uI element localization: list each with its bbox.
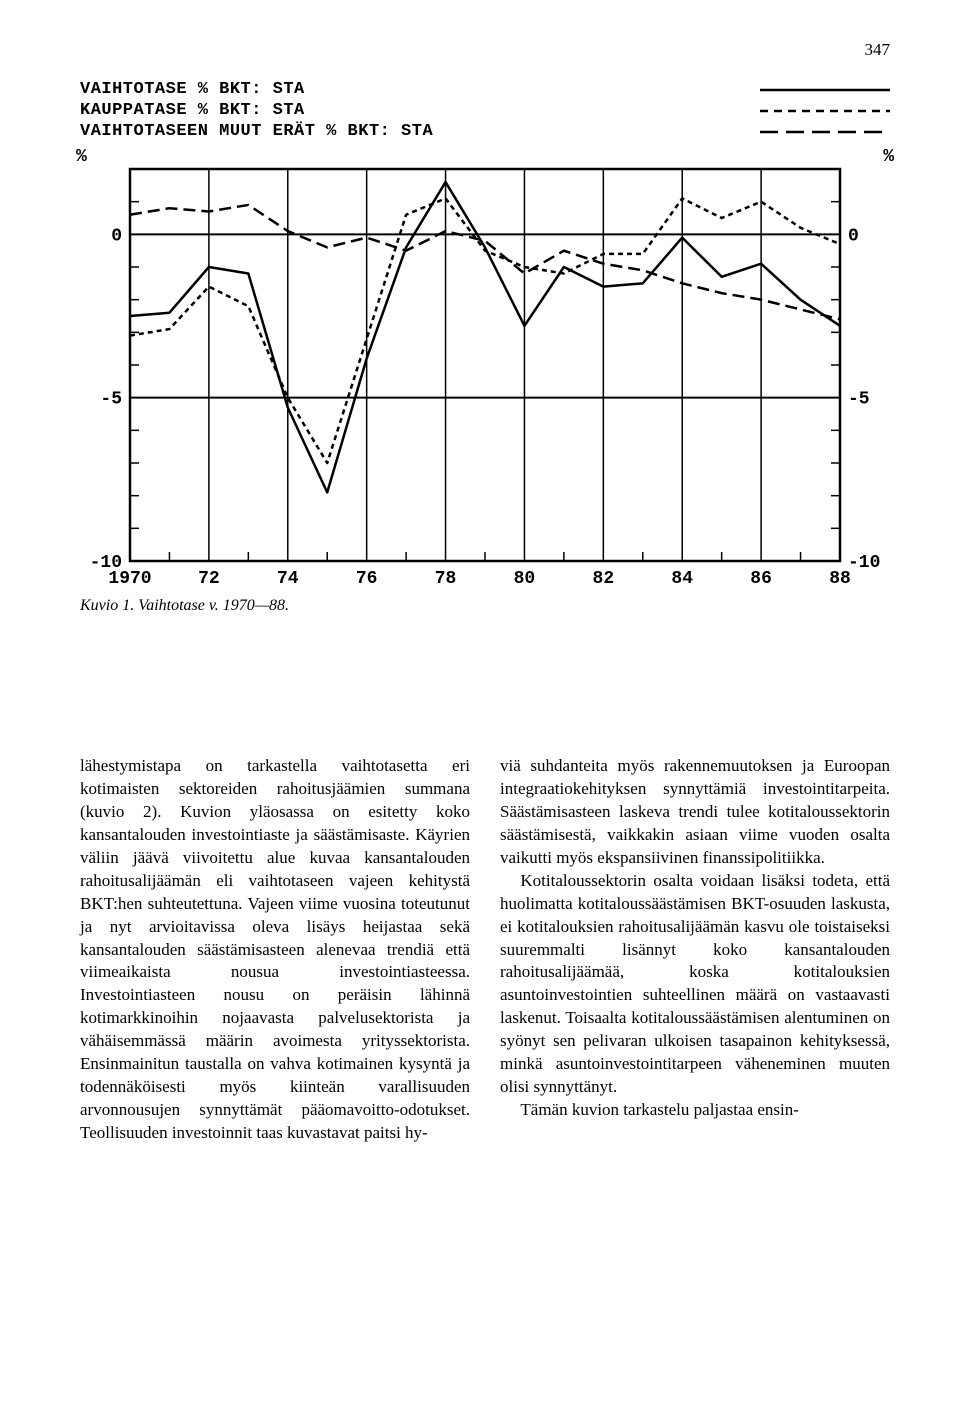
- chart-caption: Kuvio 1. Vaihtotase v. 1970—88.: [80, 597, 890, 615]
- legend-line-solid-icon: [760, 81, 890, 99]
- svg-text:82: 82: [593, 569, 615, 589]
- chart-legend: VAIHTOTASE % BKT: STA KAUPPATASE % BKT: …: [80, 80, 890, 141]
- paragraph: Tämän kuvion tarkastelu paljastaa ensin-: [500, 1099, 890, 1122]
- chart-container: % % 00-5-5-10-101970727476788082848688: [80, 151, 890, 591]
- legend-line-shortdash-icon: [760, 102, 890, 120]
- svg-text:80: 80: [514, 569, 536, 589]
- column-right: viä suhdanteita myös rakennemuutoksen ja…: [500, 755, 890, 1145]
- svg-text:88: 88: [829, 569, 851, 589]
- legend-line-longdash-icon: [760, 123, 890, 141]
- line-chart: 00-5-5-10-101970727476788082848688: [80, 151, 890, 591]
- legend-row-3: VAIHTOTASEEN MUUT ERÄT % BKT: STA: [80, 122, 890, 141]
- svg-text:-10: -10: [848, 553, 880, 573]
- paragraph: viä suhdanteita myös rakennemuutoksen ja…: [500, 755, 890, 870]
- y-axis-unit-right: %: [883, 147, 894, 167]
- paragraph: Kotitaloussektorin osalta voidaan lisäks…: [500, 870, 890, 1099]
- legend-row-1: VAIHTOTASE % BKT: STA: [80, 80, 890, 99]
- paragraph: lähestymistapa on tarkastella vaihtotase…: [80, 755, 470, 1145]
- svg-text:86: 86: [750, 569, 772, 589]
- legend-row-2: KAUPPATASE % BKT: STA: [80, 101, 890, 120]
- legend-label-2: KAUPPATASE % BKT: STA: [80, 101, 305, 120]
- svg-text:74: 74: [277, 569, 299, 589]
- svg-text:1970: 1970: [108, 569, 151, 589]
- svg-text:-5: -5: [100, 390, 122, 410]
- svg-text:-5: -5: [848, 390, 870, 410]
- page-number: 347: [865, 40, 891, 60]
- legend-label-3: VAIHTOTASEEN MUUT ERÄT % BKT: STA: [80, 122, 433, 141]
- y-axis-unit-left: %: [76, 147, 87, 167]
- svg-text:78: 78: [435, 569, 457, 589]
- column-left: lähestymistapa on tarkastella vaihtotase…: [80, 755, 470, 1145]
- svg-text:84: 84: [671, 569, 693, 589]
- legend-label-1: VAIHTOTASE % BKT: STA: [80, 80, 305, 99]
- body-text: lähestymistapa on tarkastella vaihtotase…: [80, 755, 890, 1145]
- svg-text:76: 76: [356, 569, 378, 589]
- svg-text:0: 0: [111, 226, 122, 246]
- svg-text:72: 72: [198, 569, 220, 589]
- svg-text:0: 0: [848, 226, 859, 246]
